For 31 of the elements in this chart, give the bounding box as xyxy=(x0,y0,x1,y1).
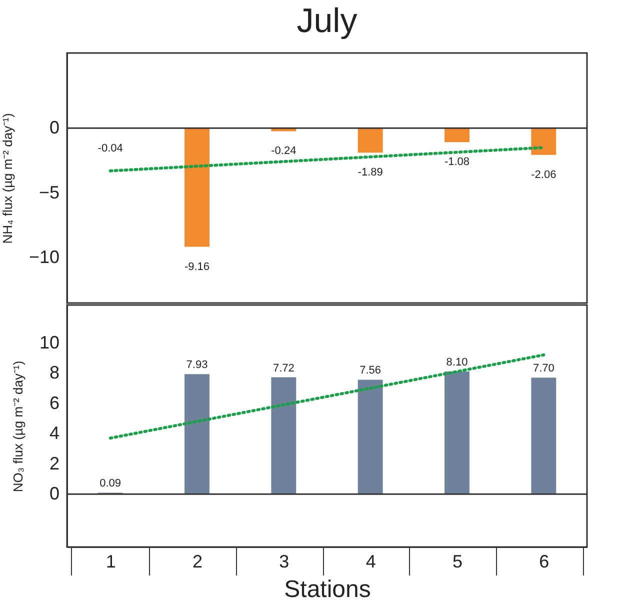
y-tick-label: 10 xyxy=(39,332,60,352)
data-label: 7.56 xyxy=(360,364,382,377)
x-axis-title: Stations xyxy=(284,576,371,603)
data-label: 7.72 xyxy=(272,362,294,374)
y-tick-label: −10 xyxy=(28,247,60,268)
data-label: -9.16 xyxy=(184,260,210,273)
y-tick-label: 0 xyxy=(49,118,60,138)
x-tick-label: 6 xyxy=(539,552,550,572)
y-tick-label: 0 xyxy=(49,484,60,504)
data-label: 8.10 xyxy=(446,356,468,369)
data-label: 7.70 xyxy=(532,362,554,375)
chart-title: July xyxy=(296,2,358,40)
y-tick-label: 6 xyxy=(49,392,60,413)
x-tick-label: 1 xyxy=(106,552,116,572)
data-label: -1.89 xyxy=(358,166,383,179)
data-label: -0.24 xyxy=(271,145,296,158)
data-label: 0.09 xyxy=(100,478,122,490)
y-tick-label: −5 xyxy=(38,182,60,202)
x-tick-label: 5 xyxy=(452,552,463,572)
y-tick-label: 2 xyxy=(49,453,60,474)
y-axis-title: NH₄ flux (µg m⁻² day⁻¹) xyxy=(0,113,15,244)
y-tick-label: 8 xyxy=(49,362,60,383)
data-label: -0.04 xyxy=(98,142,123,155)
x-tick-label: 3 xyxy=(279,552,290,572)
x-tick-label: 2 xyxy=(192,552,203,572)
data-label: 7.93 xyxy=(186,359,208,372)
x-tick-label: 4 xyxy=(366,552,376,572)
y-tick-label: 4 xyxy=(49,423,60,444)
data-label: -1.08 xyxy=(444,156,470,168)
y-axis-title: NO₃ flux (µg m⁻² day⁻¹) xyxy=(10,360,26,492)
data-label: -2.06 xyxy=(531,168,556,181)
